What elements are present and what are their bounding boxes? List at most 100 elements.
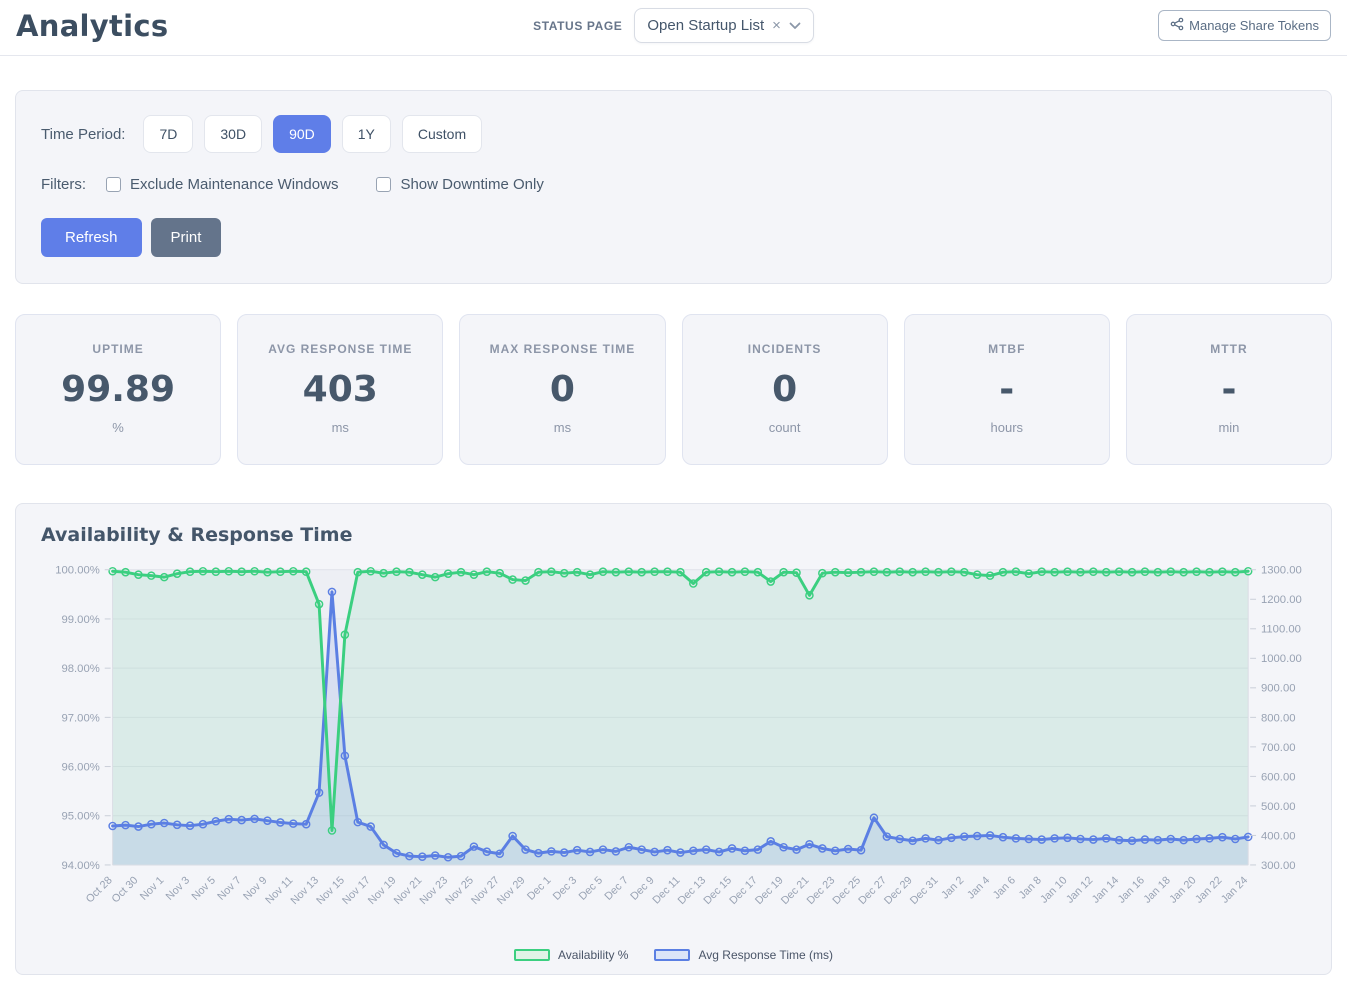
stat-unit: count [768,420,801,435]
period-button-30d[interactable]: 30D [204,115,263,153]
svg-text:Jan 4: Jan 4 [965,874,992,901]
svg-text:Dec 31: Dec 31 [908,874,941,907]
svg-text:Nov 5: Nov 5 [190,874,218,902]
stats-row: UPTIME 99.89 % AVG RESPONSE TIME 403 ms … [15,314,1333,465]
stat-value: - [1221,369,1237,410]
svg-text:Dec 19: Dec 19 [753,874,786,907]
chart-legend: Availability % Avg Response Time (ms) [26,948,1321,962]
svg-text:Nov 19: Nov 19 [366,874,399,907]
stat-unit: min [1218,420,1240,435]
exclude-maintenance-label: Exclude Maintenance Windows [130,176,339,193]
svg-text:Nov 3: Nov 3 [164,874,192,902]
svg-text:600.00: 600.00 [1261,771,1296,783]
svg-text:Dec 13: Dec 13 [676,874,709,907]
svg-text:Oct 30: Oct 30 [110,874,141,905]
stat-card-incidents: INCIDENTS 0 count [681,314,888,465]
svg-text:400.00: 400.00 [1261,830,1296,842]
svg-text:Dec 15: Dec 15 [701,874,734,907]
response-time-legend-swatch [654,948,691,961]
svg-text:Nov 13: Nov 13 [288,874,321,907]
stat-value: 403 [302,369,378,410]
stat-card-avg-response: AVG RESPONSE TIME 403 ms [237,314,444,465]
response-time-legend-label: Avg Response Time (ms) [698,947,833,962]
svg-text:Dec 17: Dec 17 [727,874,760,907]
svg-text:Jan 2: Jan 2 [939,874,966,901]
period-button-90d[interactable]: 90D [273,115,331,153]
availability-legend-swatch [514,948,550,961]
stat-unit: ms [553,420,572,435]
availability-chart-card: Availability & Response Time 100.00% 99.0… [15,503,1332,975]
stat-label: MTTR [1210,342,1248,356]
svg-text:1300.00: 1300.00 [1261,565,1302,577]
svg-text:Dec 27: Dec 27 [856,874,889,907]
period-button-custom[interactable]: Custom [401,115,483,153]
stat-value: 0 [772,369,798,410]
svg-text:Nov 15: Nov 15 [314,874,347,907]
stat-unit: ms [331,420,349,435]
stat-card-max-response: MAX RESPONSE TIME 0 ms [459,314,666,465]
svg-text:Dec 21: Dec 21 [779,874,812,907]
exclude-maintenance-checkbox[interactable] [106,177,121,192]
stat-card-uptime: UPTIME 99.89 % [15,314,222,465]
period-button-1y[interactable]: 1Y [341,115,391,153]
show-downtime-label: Show Downtime Only [400,176,544,193]
svg-text:Nov 21: Nov 21 [392,874,425,907]
svg-text:Jan 14: Jan 14 [1090,874,1121,905]
svg-text:Dec 25: Dec 25 [830,874,863,907]
stat-label: MTBF [988,342,1026,356]
svg-text:Nov 27: Nov 27 [469,874,502,907]
svg-text:300.00: 300.00 [1261,860,1296,872]
stat-unit: % [112,420,124,435]
svg-text:96.00%: 96.00% [61,761,99,773]
svg-text:94.00%: 94.00% [61,860,99,872]
svg-text:800.00: 800.00 [1261,712,1296,724]
stat-label: INCIDENTS [747,342,822,356]
svg-text:Nov 7: Nov 7 [215,874,243,902]
stat-card-mttr: MTTR - min [1125,314,1333,465]
svg-text:95.00%: 95.00% [61,811,99,823]
manage-share-tokens-button[interactable]: Manage Share Tokens [1158,10,1331,41]
chevron-down-icon[interactable] [789,22,801,30]
svg-text:Jan 22: Jan 22 [1193,874,1224,905]
legend-item-availability[interactable]: Availability % [514,948,628,962]
svg-text:Dec 23: Dec 23 [805,874,838,907]
legend-item-response-time[interactable]: Avg Response Time (ms) [654,948,833,962]
manage-share-tokens-label: Manage Share Tokens [1189,18,1319,33]
svg-text:1100.00: 1100.00 [1261,624,1301,636]
show-downtime-checkbox-item[interactable]: Show Downtime Only [376,176,544,193]
stat-value: 0 [549,369,575,410]
svg-text:Jan 16: Jan 16 [1116,874,1147,905]
show-downtime-checkbox[interactable] [376,177,392,192]
svg-text:Dec 1: Dec 1 [525,874,553,902]
svg-text:Dec 5: Dec 5 [577,874,605,902]
page-header: Analytics STATUS PAGE Open Startup List … [0,0,1347,56]
stat-value: - [999,369,1015,410]
refresh-button[interactable]: Refresh [41,218,142,257]
chart-title: Availability & Response Time [41,524,353,546]
svg-text:Nov 23: Nov 23 [418,874,451,907]
svg-text:Nov 17: Nov 17 [340,874,373,907]
status-page-dropdown[interactable]: Open Startup List × [634,8,814,43]
svg-text:500.00: 500.00 [1261,801,1296,813]
stat-card-mtbf: MTBF - hours [903,314,1110,465]
stat-label: AVG RESPONSE TIME [268,342,413,356]
status-page-selector-group: STATUS PAGE Open Startup List × [533,8,814,43]
stat-unit: hours [990,420,1024,435]
clear-selection-icon[interactable]: × [772,17,781,34]
filters-label: Filters: [41,176,86,193]
page-title: Analytics [16,8,169,43]
svg-text:1200.00: 1200.00 [1261,594,1302,606]
svg-text:Dec 3: Dec 3 [551,874,579,902]
svg-text:Jan 10: Jan 10 [1038,874,1069,905]
exclude-maintenance-checkbox-item[interactable]: Exclude Maintenance Windows [106,176,338,193]
period-button-7d[interactable]: 7D [143,115,194,153]
svg-text:Oct 28: Oct 28 [84,874,115,905]
print-button[interactable]: Print [150,218,222,257]
availability-legend-label: Availability % [558,947,629,962]
svg-text:Nov 29: Nov 29 [495,874,528,907]
svg-text:Jan 18: Jan 18 [1141,874,1172,905]
status-page-selected-value: Open Startup List [647,17,765,34]
filter-panel: Time Period: 7D 30D 90D 1Y Custom Filter… [15,90,1332,284]
status-page-label: STATUS PAGE [533,18,623,33]
svg-text:Nov 1: Nov 1 [138,874,166,902]
